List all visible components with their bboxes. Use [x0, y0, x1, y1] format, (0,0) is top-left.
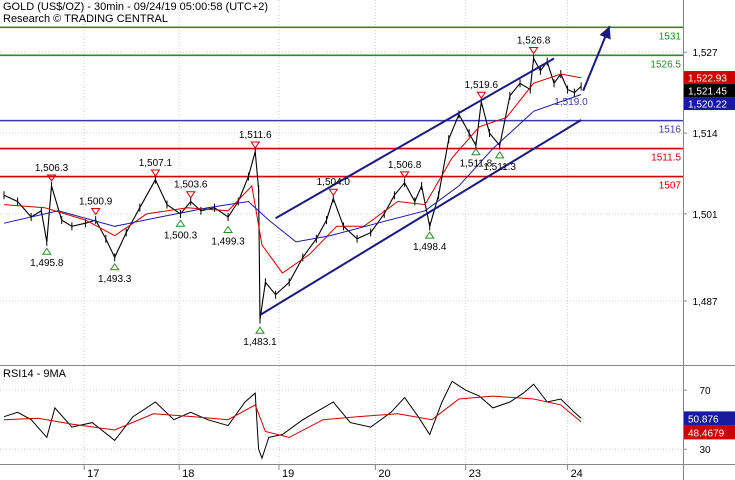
marker-low [175, 219, 186, 227]
annotation-high-label: 1,500.9 [79, 197, 113, 208]
rsi-title: RSI14 - 9MA [3, 368, 66, 380]
marker-high [90, 208, 101, 216]
rsi-y-tick-label: 70 [699, 386, 711, 397]
y-tick-label: 1,514 [692, 129, 717, 140]
price-badge [684, 97, 735, 111]
annotation-low-label: 1,500.3 [164, 230, 198, 241]
marker-low [223, 225, 234, 233]
level-label-1516: 1516 [659, 125, 682, 136]
annotation-low-label: 1,495.8 [30, 258, 64, 269]
price-badge-label: 1,521.45 [688, 87, 727, 98]
price-series [3, 54, 582, 324]
rsi-series-rsi_ma [3, 395, 582, 438]
annotation-high-label: 1,511.6 [239, 130, 272, 141]
marker-high [528, 46, 539, 55]
price-badge [684, 71, 735, 85]
marker-low [109, 262, 120, 271]
x-tick-label: 23 [469, 468, 481, 480]
rsi-badge [684, 425, 735, 440]
series-ma_fast [3, 73, 582, 274]
series-ma_slow [3, 94, 582, 243]
marker-high [185, 191, 196, 199]
chart-title: GOLD (US$/OZ) - 30min - 09/24/19 05:00:5… [3, 1, 269, 13]
marker-high [150, 169, 161, 177]
x-tick-label: 19 [282, 468, 294, 480]
annotation-high-label: 1,526.8 [517, 35, 551, 46]
annotation-high-label: 1,506.3 [35, 163, 69, 174]
rsi-y-tick-label: 30 [699, 445, 711, 456]
x-tick-label: 24 [571, 468, 583, 480]
rsi-badge-label: 50.876 [688, 414, 719, 425]
annotation-high-label: 1,519.6 [465, 80, 499, 91]
marker-low [470, 147, 481, 156]
rsi-panel [3, 380, 582, 460]
annotation-low-label: 1,498.4 [413, 242, 447, 253]
annotation-low-label: 1,511.3 [483, 162, 516, 173]
channel-upper [275, 57, 555, 220]
annotation-high-label: 1,504.0 [317, 177, 351, 188]
annotation-level-label: 1,519.0 [554, 97, 588, 108]
marker-high [399, 171, 410, 179]
rsi-badge [684, 411, 735, 426]
price-badge-label: 1,522.93 [688, 74, 727, 85]
price-badge-label: 1,520.22 [688, 100, 727, 111]
x-tick-label: 18 [182, 468, 194, 480]
x-tick-label: 17 [87, 468, 99, 480]
rsi-series-rsi [3, 380, 582, 460]
rsi-badge-label: 48.4679 [688, 428, 725, 439]
marker-high [250, 141, 261, 149]
series-price [3, 56, 582, 320]
y-tick-label: 1,501 [692, 210, 717, 221]
marker-low [424, 231, 435, 239]
annotation-low-label: 1,483.1 [243, 337, 277, 348]
price-annotations: 1,506.3 1,495.8 1,500.9 1,493.3 1,507.11,503… [30, 35, 588, 348]
annotation-high-label: 1,507.1 [139, 158, 173, 169]
level-label-1511.5: 1511.5 [651, 153, 681, 164]
marker-high [476, 91, 487, 100]
annotation-high-label: 1,506.8 [388, 160, 422, 171]
marker-high [46, 174, 57, 182]
marker-high [328, 188, 339, 197]
annotation-low-label: 1,499.3 [211, 236, 245, 247]
marker-low [41, 247, 52, 255]
y-tick-label: 1,527 [692, 48, 717, 59]
chart-source: Research © TRADING CENTRAL [3, 13, 168, 25]
annotation-low-label: 1,493.3 [98, 274, 132, 285]
marker-low [255, 326, 265, 334]
price-badge [684, 84, 735, 98]
grid [0, 0, 683, 464]
x-tick-label: 20 [378, 468, 390, 480]
y-tick-label: 1,487 [692, 297, 717, 308]
channel-arrow-head [599, 26, 611, 40]
channel-lower [260, 119, 582, 316]
marker-low [494, 150, 505, 159]
key-levels: 1531 1526.5 1516 1511.5 1507 [0, 26, 683, 192]
trend-channel [260, 25, 611, 316]
annotation-low-label: 1,511.8 [460, 159, 493, 170]
level-label-1526.5: 1526.5 [650, 59, 681, 70]
annotation-high-label: 1,503.6 [174, 180, 208, 191]
level-label-1507: 1507 [659, 181, 682, 192]
level-label-1531: 1531 [659, 31, 682, 42]
